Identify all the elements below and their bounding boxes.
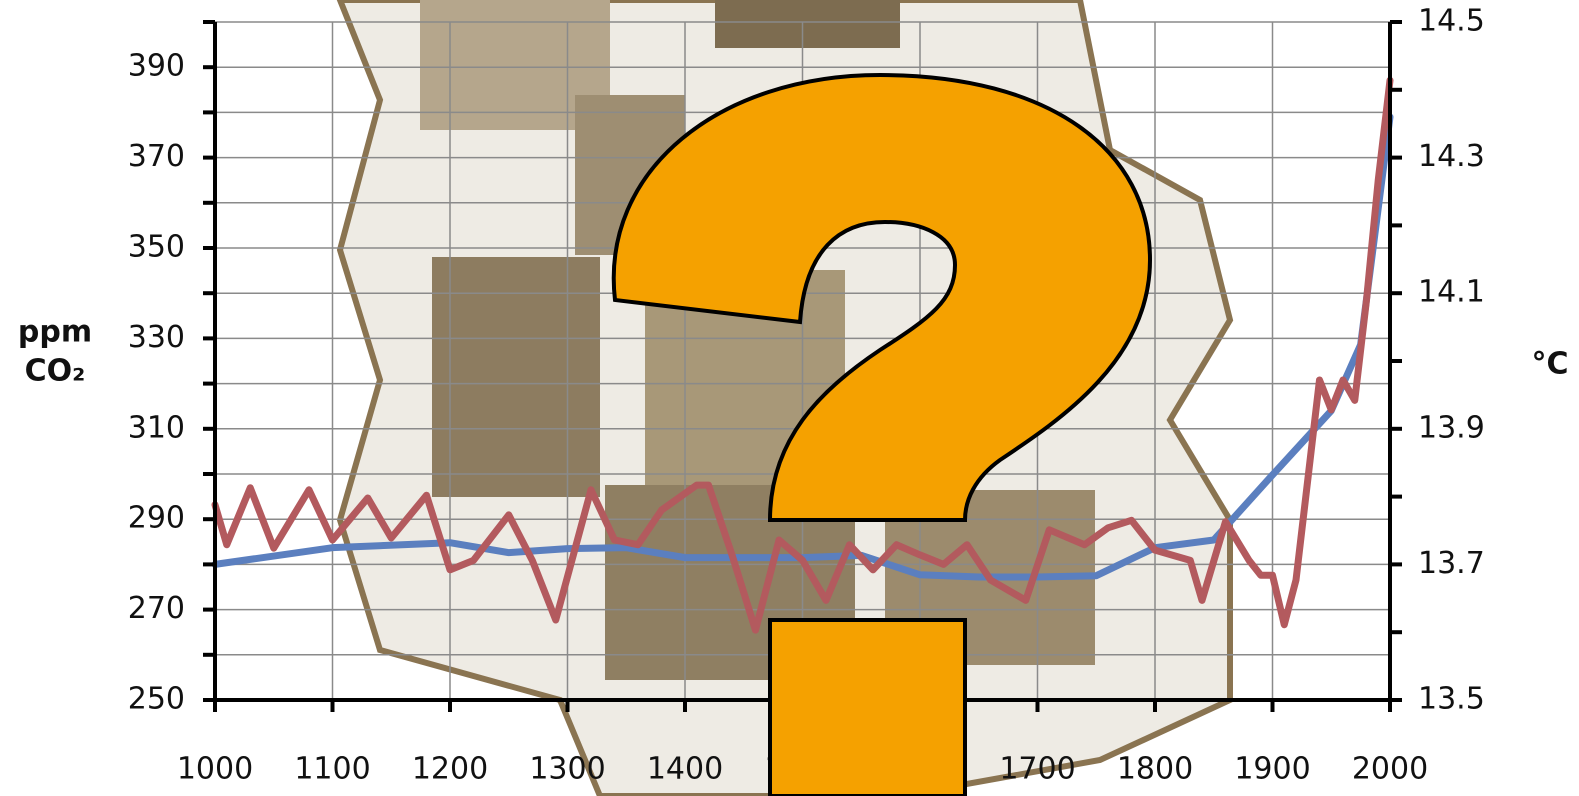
y-tick-label: 370 (128, 139, 185, 174)
y-tick-label: 330 (128, 320, 185, 355)
y2-axis-label: °C (1531, 347, 1568, 382)
x-tick-label: 1300 (529, 752, 605, 787)
x-tick-label: 1700 (999, 752, 1075, 787)
question-mark (611, 72, 1153, 796)
y-tick-label: 270 (128, 591, 185, 626)
y-tick-label: 290 (128, 501, 185, 536)
x-tick-label: 1200 (412, 752, 488, 787)
x-tick-label: 1100 (294, 752, 370, 787)
y2-tick-label: 14.5 (1418, 4, 1485, 39)
y-tick-label: 310 (128, 410, 185, 445)
y2-tick-label: 13.5 (1418, 682, 1485, 717)
y-tick-label: 250 (128, 682, 185, 717)
y-tick-label: 350 (128, 230, 185, 265)
y2-tick-label: 14.3 (1418, 139, 1485, 174)
y2-tick-label: 14.1 (1418, 275, 1485, 310)
x-tick-label: 1800 (1117, 752, 1193, 787)
x-tick-label: 1400 (647, 752, 723, 787)
x-tick-label: 2000 (1352, 752, 1428, 787)
y-tick-label: 390 (128, 49, 185, 84)
x-tick-label: 1900 (1234, 752, 1310, 787)
y-axis-label: ppm (18, 315, 92, 350)
y2-tick-label: 13.7 (1418, 546, 1485, 581)
y-axis-label: CO₂ (25, 354, 86, 389)
y2-tick-label: 13.9 (1418, 410, 1485, 445)
x-tick-label: 1000 (177, 752, 253, 787)
data-line (211, 113, 1394, 581)
lines (211, 76, 1394, 634)
data-line (211, 76, 1394, 634)
